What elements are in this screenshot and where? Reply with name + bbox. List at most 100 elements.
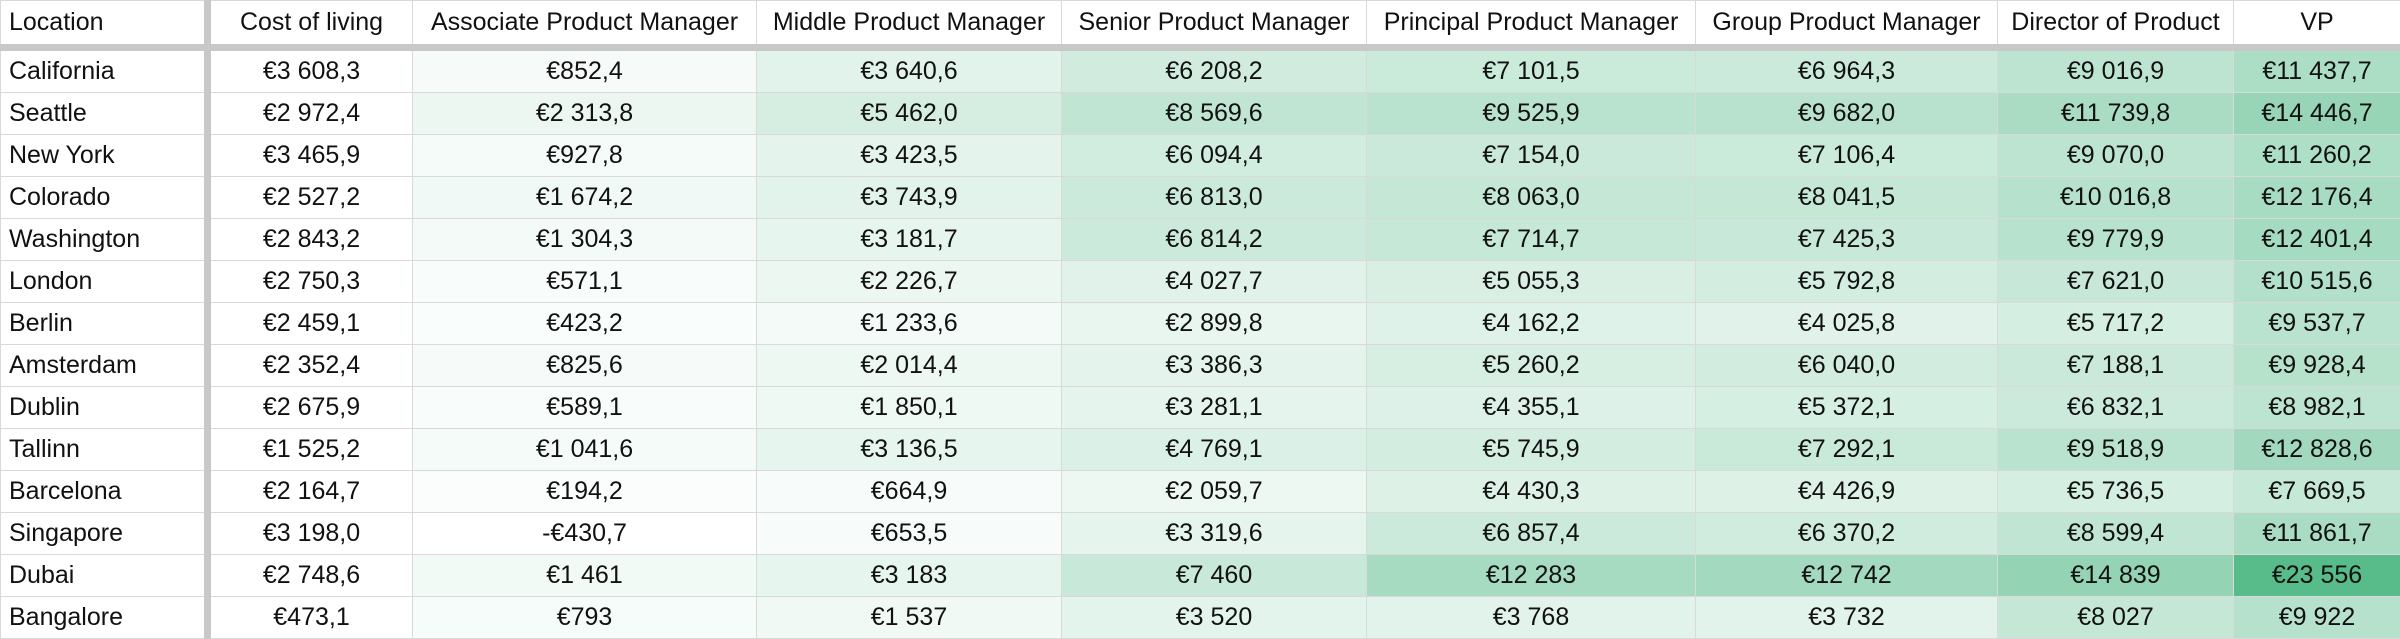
cell-director-of-product[interactable]: €14 839 xyxy=(1998,555,2234,597)
cell-middle-product-manager[interactable]: €3 743,9 xyxy=(757,177,1062,219)
cell-principal-product-manager[interactable]: €12 283 xyxy=(1367,555,1696,597)
cell-senior-product-manager[interactable]: €8 569,6 xyxy=(1062,93,1367,135)
cell-director-of-product[interactable]: €9 070,0 xyxy=(1998,135,2234,177)
cell-principal-product-manager[interactable]: €7 154,0 xyxy=(1367,135,1696,177)
cell-associate-product-manager[interactable]: €793 xyxy=(413,597,757,639)
cell-associate-product-manager[interactable]: €1 461 xyxy=(413,555,757,597)
cell-group-product-manager[interactable]: €8 041,5 xyxy=(1696,177,1998,219)
cell-director-of-product[interactable]: €8 027 xyxy=(1998,597,2234,639)
cell-location[interactable]: Washington xyxy=(1,219,208,261)
cell-associate-product-manager[interactable]: €1 674,2 xyxy=(413,177,757,219)
cell-associate-product-manager[interactable]: €825,6 xyxy=(413,345,757,387)
cell-group-product-manager[interactable]: €6 040,0 xyxy=(1696,345,1998,387)
cell-vp[interactable]: €10 515,6 xyxy=(2234,261,2400,303)
cell-director-of-product[interactable]: €8 599,4 xyxy=(1998,513,2234,555)
cell-director-of-product[interactable]: €9 779,9 xyxy=(1998,219,2234,261)
cell-location[interactable]: Dublin xyxy=(1,387,208,429)
cell-middle-product-manager[interactable]: €2 014,4 xyxy=(757,345,1062,387)
cell-middle-product-manager[interactable]: €3 136,5 xyxy=(757,429,1062,471)
cell-senior-product-manager[interactable]: €6 814,2 xyxy=(1062,219,1367,261)
header-director-of-product[interactable]: Director of Product xyxy=(1998,1,2234,48)
cell-middle-product-manager[interactable]: €653,5 xyxy=(757,513,1062,555)
cell-associate-product-manager[interactable]: €589,1 xyxy=(413,387,757,429)
cell-associate-product-manager[interactable]: €423,2 xyxy=(413,303,757,345)
cell-principal-product-manager[interactable]: €6 857,4 xyxy=(1367,513,1696,555)
cell-senior-product-manager[interactable]: €2 899,8 xyxy=(1062,303,1367,345)
cell-principal-product-manager[interactable]: €8 063,0 xyxy=(1367,177,1696,219)
cell-vp[interactable]: €12 828,6 xyxy=(2234,429,2400,471)
cell-associate-product-manager[interactable]: €194,2 xyxy=(413,471,757,513)
cell-senior-product-manager[interactable]: €6 094,4 xyxy=(1062,135,1367,177)
cell-associate-product-manager[interactable]: -€430,7 xyxy=(413,513,757,555)
cell-senior-product-manager[interactable]: €3 319,6 xyxy=(1062,513,1367,555)
cell-vp[interactable]: €12 401,4 xyxy=(2234,219,2400,261)
cell-cost-of-living[interactable]: €3 198,0 xyxy=(208,513,413,555)
cell-principal-product-manager[interactable]: €7 714,7 xyxy=(1367,219,1696,261)
cell-vp[interactable]: €11 861,7 xyxy=(2234,513,2400,555)
cell-senior-product-manager[interactable]: €2 059,7 xyxy=(1062,471,1367,513)
cell-location[interactable]: Barcelona xyxy=(1,471,208,513)
cell-middle-product-manager[interactable]: €3 640,6 xyxy=(757,48,1062,93)
cell-senior-product-manager[interactable]: €3 281,1 xyxy=(1062,387,1367,429)
cell-middle-product-manager[interactable]: €3 183 xyxy=(757,555,1062,597)
header-associate-product-manager[interactable]: Associate Product Manager xyxy=(413,1,757,48)
cell-cost-of-living[interactable]: €2 164,7 xyxy=(208,471,413,513)
cell-cost-of-living[interactable]: €2 675,9 xyxy=(208,387,413,429)
cell-location[interactable]: Amsterdam xyxy=(1,345,208,387)
cell-group-product-manager[interactable]: €7 106,4 xyxy=(1696,135,1998,177)
cell-group-product-manager[interactable]: €9 682,0 xyxy=(1696,93,1998,135)
cell-vp[interactable]: €7 669,5 xyxy=(2234,471,2400,513)
cell-associate-product-manager[interactable]: €2 313,8 xyxy=(413,93,757,135)
cell-cost-of-living[interactable]: €2 748,6 xyxy=(208,555,413,597)
cell-middle-product-manager[interactable]: €3 423,5 xyxy=(757,135,1062,177)
cell-middle-product-manager[interactable]: €1 233,6 xyxy=(757,303,1062,345)
cell-principal-product-manager[interactable]: €3 768 xyxy=(1367,597,1696,639)
cell-vp[interactable]: €9 928,4 xyxy=(2234,345,2400,387)
cell-director-of-product[interactable]: €11 739,8 xyxy=(1998,93,2234,135)
cell-director-of-product[interactable]: €9 016,9 xyxy=(1998,48,2234,93)
cell-director-of-product[interactable]: €6 832,1 xyxy=(1998,387,2234,429)
cell-location[interactable]: California xyxy=(1,48,208,93)
cell-vp[interactable]: €11 437,7 xyxy=(2234,48,2400,93)
cell-group-product-manager[interactable]: €4 025,8 xyxy=(1696,303,1998,345)
cell-principal-product-manager[interactable]: €9 525,9 xyxy=(1367,93,1696,135)
cell-group-product-manager[interactable]: €5 792,8 xyxy=(1696,261,1998,303)
cell-principal-product-manager[interactable]: €4 430,3 xyxy=(1367,471,1696,513)
cell-vp[interactable]: €8 982,1 xyxy=(2234,387,2400,429)
cell-senior-product-manager[interactable]: €6 813,0 xyxy=(1062,177,1367,219)
cell-associate-product-manager[interactable]: €1 304,3 xyxy=(413,219,757,261)
header-middle-product-manager[interactable]: Middle Product Manager xyxy=(757,1,1062,48)
cell-director-of-product[interactable]: €5 736,5 xyxy=(1998,471,2234,513)
header-group-product-manager[interactable]: Group Product Manager xyxy=(1696,1,1998,48)
cell-middle-product-manager[interactable]: €2 226,7 xyxy=(757,261,1062,303)
cell-cost-of-living[interactable]: €3 608,3 xyxy=(208,48,413,93)
cell-group-product-manager[interactable]: €7 292,1 xyxy=(1696,429,1998,471)
cell-group-product-manager[interactable]: €7 425,3 xyxy=(1696,219,1998,261)
cell-principal-product-manager[interactable]: €5 260,2 xyxy=(1367,345,1696,387)
cell-location[interactable]: Dubai xyxy=(1,555,208,597)
cell-middle-product-manager[interactable]: €3 181,7 xyxy=(757,219,1062,261)
cell-principal-product-manager[interactable]: €4 162,2 xyxy=(1367,303,1696,345)
cell-senior-product-manager[interactable]: €4 027,7 xyxy=(1062,261,1367,303)
cell-cost-of-living[interactable]: €2 843,2 xyxy=(208,219,413,261)
cell-principal-product-manager[interactable]: €4 355,1 xyxy=(1367,387,1696,429)
cell-director-of-product[interactable]: €7 188,1 xyxy=(1998,345,2234,387)
cell-vp[interactable]: €11 260,2 xyxy=(2234,135,2400,177)
cell-location[interactable]: Bangalore xyxy=(1,597,208,639)
cell-director-of-product[interactable]: €9 518,9 xyxy=(1998,429,2234,471)
cell-group-product-manager[interactable]: €6 964,3 xyxy=(1696,48,1998,93)
cell-location[interactable]: Berlin xyxy=(1,303,208,345)
cell-cost-of-living[interactable]: €2 527,2 xyxy=(208,177,413,219)
cell-group-product-manager[interactable]: €4 426,9 xyxy=(1696,471,1998,513)
cell-group-product-manager[interactable]: €3 732 xyxy=(1696,597,1998,639)
cell-associate-product-manager[interactable]: €571,1 xyxy=(413,261,757,303)
cell-director-of-product[interactable]: €7 621,0 xyxy=(1998,261,2234,303)
cell-location[interactable]: Singapore xyxy=(1,513,208,555)
cell-associate-product-manager[interactable]: €927,8 xyxy=(413,135,757,177)
header-principal-product-manager[interactable]: Principal Product Manager xyxy=(1367,1,1696,48)
cell-director-of-product[interactable]: €10 016,8 xyxy=(1998,177,2234,219)
cell-vp[interactable]: €9 922 xyxy=(2234,597,2400,639)
cell-location[interactable]: Seattle xyxy=(1,93,208,135)
cell-cost-of-living[interactable]: €2 352,4 xyxy=(208,345,413,387)
cell-middle-product-manager[interactable]: €5 462,0 xyxy=(757,93,1062,135)
